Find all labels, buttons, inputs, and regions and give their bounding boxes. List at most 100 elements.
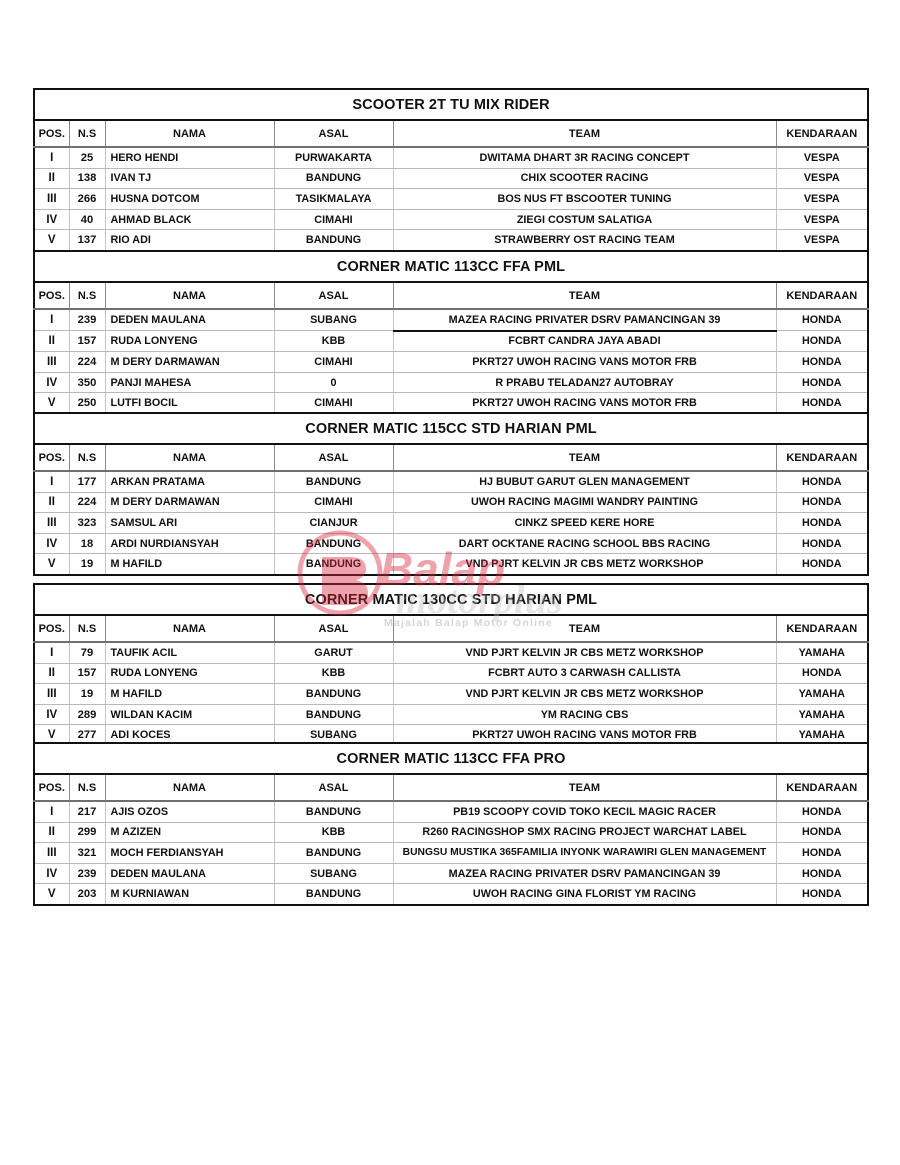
cell-ns: 137 — [68, 229, 106, 252]
cell-ns: 224 — [68, 492, 106, 514]
column-header-row: POS. N.S NAMA ASAL TEAM KENDARAAN — [33, 614, 870, 643]
cell-nama: RUDA LONYENG — [104, 330, 275, 353]
cell-pos: III — [33, 351, 70, 373]
cell-team: UWOH RACING GINA FLORIST YM RACING — [392, 883, 777, 906]
cell-team: BUNGSU MUSTIKA 365FAMILIA INYONK WARAWIR… — [392, 842, 777, 864]
cell-kendaraan: YAMAHA — [775, 642, 870, 664]
column-header-ns: N.S — [68, 614, 106, 643]
cell-kendaraan: YAMAHA — [775, 683, 870, 705]
class-title-row: CORNER MATIC 130CC STD HARIAN PML — [32, 583, 870, 616]
result-row: I 217 AJIS OZOS BANDUNG PB19 SCOOPY COVID TO… — [33, 801, 869, 823]
cell-team: FCBRT CANDRA JAYA ABADI — [392, 330, 777, 353]
cell-asal: TASIKMALAYA — [273, 188, 394, 210]
cell-nama: RIO ADI — [104, 229, 275, 252]
cell-pos: III — [33, 683, 70, 705]
class-title: CORNER MATIC 115CC STD HARIAN PML — [32, 412, 870, 445]
cell-team: VND PJRT KELVIN JR CBS METZ WORKSHOP — [392, 553, 777, 576]
cell-asal: CIMAHI — [273, 392, 394, 415]
column-header-team: TEAM — [392, 614, 777, 643]
class-title-row: CORNER MATIC 113CC FFA PRO — [33, 742, 869, 775]
cell-kendaraan: VESPA — [775, 209, 870, 231]
result-row: III 224 M DERY DARMAWAN CIMAHI PKRT27 UWOH R… — [33, 351, 870, 373]
cell-team: PKRT27 UWOH RACING VANS MOTOR FRB — [392, 392, 777, 415]
cell-kendaraan: VESPA — [775, 147, 870, 169]
cell-pos: II — [33, 663, 70, 685]
cell-ns: 19 — [68, 683, 106, 705]
cell-ns: 224 — [68, 351, 106, 373]
column-header-ns: N.S — [68, 119, 106, 148]
cell-asal: CIMAHI — [273, 351, 394, 373]
cell-ns: 157 — [68, 330, 106, 353]
column-header-pos: POS. — [33, 119, 70, 148]
cell-kendaraan: HONDA — [775, 801, 869, 823]
cell-team: UWOH RACING MAGIMI WANDRY PAINTING — [392, 492, 777, 514]
cell-ns: 157 — [68, 663, 106, 685]
cell-team: R260 RACINGSHOP SMX RACING PROJECT WARCH… — [392, 822, 777, 844]
results-block: CORNER MATIC 113CC FFA PRO POS. N.S NAMA ASA… — [33, 742, 869, 906]
cell-ns: 323 — [68, 512, 106, 534]
class-title-row: CORNER MATIC 115CC STD HARIAN PML — [32, 412, 870, 445]
column-header-ns: N.S — [68, 773, 106, 802]
cell-nama: SAMSUL ARI — [104, 512, 275, 534]
cell-pos: II — [33, 330, 70, 353]
cell-asal: BANDUNG — [273, 883, 394, 906]
cell-asal: GARUT — [273, 642, 394, 664]
cell-nama: ADI KOCES — [104, 724, 275, 747]
cell-kendaraan: HONDA — [775, 309, 870, 332]
cell-pos: II — [33, 492, 70, 514]
results-table: CORNER MATIC 113CC FFA PML POS. N.S NAMA ASA… — [32, 250, 870, 415]
column-header-row: POS. N.S NAMA ASAL TEAM KENDARAAN — [33, 773, 869, 802]
cell-kendaraan: HONDA — [775, 883, 869, 906]
cell-kendaraan: HONDA — [775, 533, 870, 555]
cell-asal: CIMAHI — [273, 492, 394, 514]
result-row: V 19 M HAFILD BANDUNG VND PJRT KELVIN JR CBS… — [33, 553, 870, 576]
cell-ns: 299 — [68, 822, 106, 844]
column-header-nama: NAMA — [104, 773, 275, 802]
cell-team: MAZEA RACING PRIVATER DSRV PAMANCINGAN 3… — [392, 309, 777, 332]
result-row: IV 239 DEDEN MAULANA SUBANG MAZEA RACING PRI… — [33, 863, 869, 885]
cell-pos: II — [33, 822, 70, 844]
cell-team: STRAWBERRY OST RACING TEAM — [392, 229, 777, 252]
cell-asal: BANDUNG — [273, 842, 394, 864]
cell-nama: M DERY DARMAWAN — [104, 492, 275, 514]
cell-kendaraan: HONDA — [775, 471, 870, 493]
cell-pos: I — [33, 801, 70, 823]
cell-nama: DEDEN MAULANA — [104, 309, 275, 332]
cell-kendaraan: YAMAHA — [775, 704, 870, 726]
cell-team: VND PJRT KELVIN JR CBS METZ WORKSHOP — [392, 642, 777, 664]
cell-nama: DEDEN MAULANA — [104, 863, 275, 885]
cell-kendaraan: HONDA — [775, 492, 870, 514]
cell-nama: LUTFI BOCIL — [104, 392, 275, 415]
cell-team: PB19 SCOOPY COVID TOKO KECIL MAGIC RACER — [392, 801, 777, 823]
column-header-row: POS. N.S NAMA ASAL TEAM KENDARAAN — [33, 119, 870, 148]
results-table: SCOOTER 2T TU MIX RIDER POS. N.S NAMA ASAL TE… — [32, 88, 870, 252]
column-header-asal: ASAL — [273, 119, 394, 148]
cell-asal: BANDUNG — [273, 471, 394, 493]
column-header-pos: POS. — [33, 281, 70, 310]
column-header-team: TEAM — [392, 443, 777, 472]
column-header-nama: NAMA — [104, 614, 275, 643]
cell-ns: 239 — [68, 863, 106, 885]
cell-pos: I — [33, 147, 70, 169]
result-row: II 138 IVAN TJ BANDUNG CHIX SCOOTER RACING VE… — [33, 168, 870, 190]
cell-ns: 79 — [68, 642, 106, 664]
result-row: III 323 SAMSUL ARI CIANJUR CINKZ SPEED KERE … — [33, 512, 870, 534]
results-block: CORNER MATIC 113CC FFA PML POS. N.S NAMA ASA… — [32, 250, 870, 415]
cell-kendaraan: HONDA — [775, 372, 870, 394]
cell-kendaraan: HONDA — [775, 863, 869, 885]
cell-ns: 19 — [68, 553, 106, 576]
result-row: II 157 RUDA LONYENG KBB FCBRT AUTO 3 CARWASH… — [33, 663, 870, 685]
cell-pos: IV — [33, 372, 70, 394]
class-title-row: CORNER MATIC 113CC FFA PML — [32, 250, 870, 283]
cell-pos: IV — [33, 704, 70, 726]
cell-ns: 18 — [68, 533, 106, 555]
cell-kendaraan: HONDA — [775, 330, 870, 353]
class-title: CORNER MATIC 113CC FFA PML — [32, 250, 870, 283]
result-row: III 19 M HAFILD BANDUNG VND PJRT KELVIN JR C… — [33, 683, 870, 705]
cell-nama: RUDA LONYENG — [104, 663, 275, 685]
cell-ns: 321 — [68, 842, 106, 864]
cell-pos: V — [33, 229, 70, 252]
cell-kendaraan: HONDA — [775, 842, 869, 864]
cell-nama: IVAN TJ — [104, 168, 275, 190]
cell-asal: SUBANG — [273, 309, 394, 332]
